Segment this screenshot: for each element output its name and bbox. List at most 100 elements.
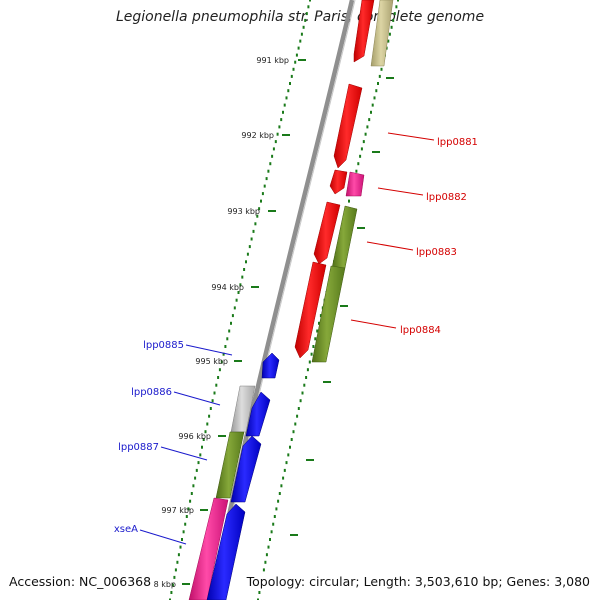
gene-feature[interactable] (333, 83, 363, 169)
gene-feature[interactable] (188, 497, 229, 600)
track-dot (246, 252, 249, 256)
track-dot (217, 376, 220, 379)
track-dot (256, 214, 259, 218)
track-dot (197, 461, 200, 465)
track-dot (296, 414, 299, 418)
track-dot (294, 422, 297, 426)
track-dot (258, 207, 261, 211)
track-dot (278, 125, 281, 129)
tick-label: 993 kbp (227, 207, 260, 216)
track-dot (199, 453, 202, 457)
gene-label[interactable]: lpp0884 (400, 325, 441, 336)
gene-feature[interactable] (230, 385, 256, 433)
track-dot (215, 383, 218, 387)
track-dot (269, 538, 271, 541)
genes-reverse (188, 352, 280, 600)
gene-label[interactable]: lpp0886 (131, 387, 172, 398)
track-dot (312, 345, 315, 348)
gene-feature[interactable] (345, 171, 365, 197)
gene-feature[interactable] (329, 169, 348, 195)
gene-label[interactable]: lpp0885 (143, 340, 184, 351)
track-dot (348, 199, 350, 203)
track-dot (176, 560, 179, 564)
track-dot (248, 245, 251, 249)
gene-label[interactable]: lpp0887 (118, 442, 159, 453)
track-dot (241, 275, 244, 279)
track-dot (258, 591, 261, 594)
track-dot (270, 530, 273, 534)
gene-feature[interactable] (313, 201, 341, 265)
genome-summary-text: Topology: circular; Length: 3,503,610 bp… (244, 574, 590, 589)
track-dot (319, 314, 322, 318)
track-dot (277, 499, 280, 503)
track-dot (273, 515, 276, 518)
track-dot (295, 53, 298, 57)
track-dot (287, 453, 290, 457)
gene-label[interactable]: xseA (114, 524, 138, 535)
leader-line (139, 529, 187, 545)
track-dot (392, 18, 395, 22)
track-dot (299, 39, 302, 43)
gene-feature[interactable] (215, 431, 245, 499)
tick-label: 995 kbp (195, 357, 228, 366)
track-dot (302, 25, 305, 29)
track-dot (290, 74, 293, 78)
track-dot (202, 438, 205, 441)
tick-label: 997 kbp (161, 506, 194, 515)
track-dot (280, 484, 283, 488)
leader-line (366, 241, 414, 251)
track-dot (169, 598, 171, 600)
track-dot (299, 399, 302, 403)
gene-feature[interactable] (294, 261, 327, 359)
track-dot (357, 162, 360, 166)
gene-feature[interactable] (230, 435, 262, 503)
track-dot (243, 268, 246, 271)
track-dot (218, 368, 221, 372)
tick-label: 98 kbp (148, 580, 176, 589)
labels-right: lpp0881 lpp0882 lpp0883 lpp0884 (350, 132, 478, 336)
track-dot (220, 360, 223, 364)
track-dot (189, 499, 192, 503)
track-dot (190, 492, 193, 495)
leader-line (350, 319, 397, 329)
gene-feature[interactable] (370, 0, 394, 67)
track-dot (371, 103, 374, 107)
track-dot (283, 468, 286, 472)
track-dot (209, 407, 212, 410)
gene-feature[interactable] (245, 391, 271, 437)
track-dot (184, 522, 187, 526)
gene-feature[interactable] (311, 265, 346, 363)
leader-line (160, 446, 208, 461)
track-dot (393, 12, 396, 16)
gene-feature[interactable] (261, 352, 280, 379)
gene-label[interactable]: lpp0882 (426, 192, 467, 203)
gene-label[interactable]: lpp0881 (437, 137, 478, 148)
track-dot (267, 545, 270, 549)
track-dot (375, 89, 378, 93)
track-dot (245, 260, 247, 264)
tick-label: 991 kbp (256, 56, 289, 65)
track-dot (368, 118, 371, 122)
track-dot (359, 154, 362, 158)
track-dot (278, 492, 281, 495)
gene-feature[interactable] (353, 0, 375, 63)
gene-label[interactable]: lpp0883 (416, 247, 457, 258)
track-dot (314, 337, 317, 341)
track-dot (237, 291, 240, 294)
track-dot (261, 192, 264, 196)
gene-feature[interactable] (206, 503, 246, 600)
track-dot (265, 177, 268, 181)
track-dot (230, 321, 232, 325)
track-dot (267, 169, 270, 173)
track-dot (390, 25, 393, 29)
track-dot (264, 560, 267, 564)
track-dot (226, 337, 229, 341)
track-dot (201, 445, 203, 449)
track-dot (360, 147, 363, 151)
track-dot (271, 154, 274, 158)
track-dot (173, 575, 176, 579)
tick-label: 996 kbp (178, 432, 211, 441)
track-dot (395, 5, 398, 9)
track-dot (274, 140, 277, 144)
